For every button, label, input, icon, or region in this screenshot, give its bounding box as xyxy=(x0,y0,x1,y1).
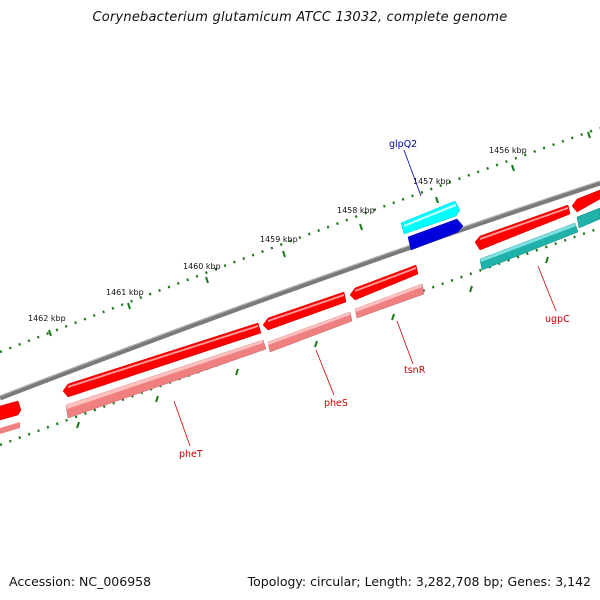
outer-major-ticks xyxy=(48,131,591,337)
gene-highlight xyxy=(66,340,263,409)
inner-major-ticks xyxy=(76,256,549,429)
gene-highlight xyxy=(355,284,422,312)
kbp-label: 1460 kbp xyxy=(183,262,221,271)
gene-block-phes-reverse xyxy=(267,311,353,353)
major-tick xyxy=(587,131,591,139)
major-tick xyxy=(127,302,131,310)
genome-backbone xyxy=(0,180,600,401)
gene-label-phes: pheS xyxy=(324,398,348,409)
major-tick xyxy=(282,250,286,258)
major-tick xyxy=(359,223,363,231)
genome-backbone-highlight xyxy=(0,180,600,397)
major-tick xyxy=(48,329,52,337)
gene-label-ugpc: ugpC xyxy=(545,314,570,325)
gene-highlight xyxy=(355,267,416,292)
inner-tick-ring xyxy=(0,226,600,447)
genome-summary: Topology: circular; Length: 3,282,708 bp… xyxy=(247,574,591,589)
major-tick xyxy=(235,368,239,376)
gene-block-ugpc-edge xyxy=(576,207,600,229)
gene-label-tsnr: tsnR xyxy=(404,365,426,376)
gene-block-reverse-edge xyxy=(0,422,20,434)
kbp-label: 1456 kbp xyxy=(489,146,527,155)
map-title: Corynebacterium glutamicum ATCC 13032, c… xyxy=(92,10,508,25)
leader-line-phes xyxy=(315,349,335,396)
forward-strand-features xyxy=(0,189,600,421)
gene-highlight xyxy=(268,294,344,322)
major-tick xyxy=(76,421,80,429)
gene-arrow-forward xyxy=(0,400,22,421)
leader-line-phet xyxy=(173,400,191,447)
gene-block-ugpc xyxy=(479,222,579,271)
gene-highlight xyxy=(480,207,568,240)
major-tick xyxy=(155,395,159,403)
major-tick xyxy=(545,256,549,264)
kbp-label: 1457 kbp xyxy=(413,177,451,186)
reverse-strand-features xyxy=(0,207,600,434)
major-tick xyxy=(435,196,439,204)
gene-highlight xyxy=(404,204,456,227)
leader-line-glpq2 xyxy=(403,149,422,197)
gene-arrow-forward-edge xyxy=(571,189,600,213)
gene-arrow-blue xyxy=(407,218,464,251)
accession-label: Accession: NC_006958 xyxy=(9,574,152,589)
major-tick xyxy=(511,164,515,172)
gene-label-glpq2: glpQ2 xyxy=(389,139,417,150)
kbp-label: 1458 kbp xyxy=(337,206,375,215)
gene-highlight xyxy=(68,325,258,388)
leader-line-tsnr xyxy=(396,320,414,365)
gene-label-phet: pheT xyxy=(179,449,203,460)
major-tick xyxy=(205,276,209,284)
kbp-label: 1459 kbp xyxy=(260,235,298,244)
kbp-label: 1462 kbp xyxy=(28,314,66,323)
major-tick xyxy=(314,340,318,348)
leader-line-ugpc xyxy=(537,265,557,312)
gene-highlight xyxy=(268,312,350,345)
major-tick xyxy=(469,285,473,293)
kbp-label: 1461 kbp xyxy=(106,288,144,297)
outer-tick-ring xyxy=(0,126,600,354)
major-tick xyxy=(391,313,395,321)
gene-block-phet-reverse xyxy=(65,339,267,419)
gene-highlight xyxy=(480,223,576,262)
